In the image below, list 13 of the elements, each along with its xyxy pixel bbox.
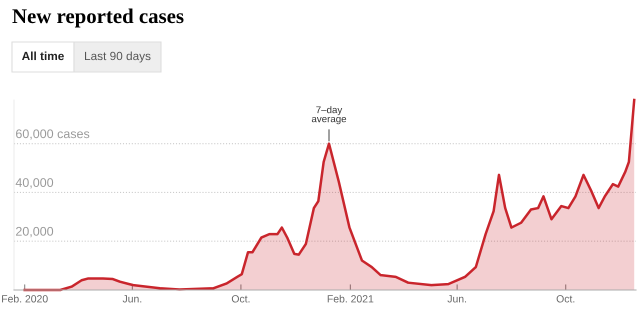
x-tick-label: Feb. 2021 — [328, 294, 374, 303]
text: All time — [22, 52, 64, 60]
annotation: 7–day average — [312, 106, 346, 124]
y-tick-label: 20,000 — [16, 226, 54, 238]
x-tick-label: Oct. — [556, 295, 574, 303]
y-tick-label: 40,000 — [16, 178, 54, 188]
text: Last 90 days — [85, 52, 151, 62]
chart-title: New reported cases — [12, 8, 184, 28]
x-tick-label: Jun. — [122, 295, 142, 303]
x-tick-label: Oct. — [232, 295, 250, 303]
y-tick-label: 60,000 cases — [16, 129, 90, 140]
x-tick-label: Feb. 2020 — [2, 294, 48, 303]
x-tick-label: Jun. — [447, 295, 466, 303]
